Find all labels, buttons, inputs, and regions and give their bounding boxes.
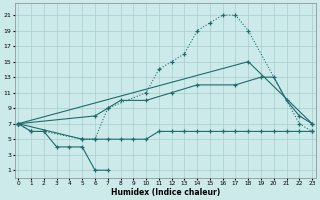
X-axis label: Humidex (Indice chaleur): Humidex (Indice chaleur) (111, 188, 220, 197)
